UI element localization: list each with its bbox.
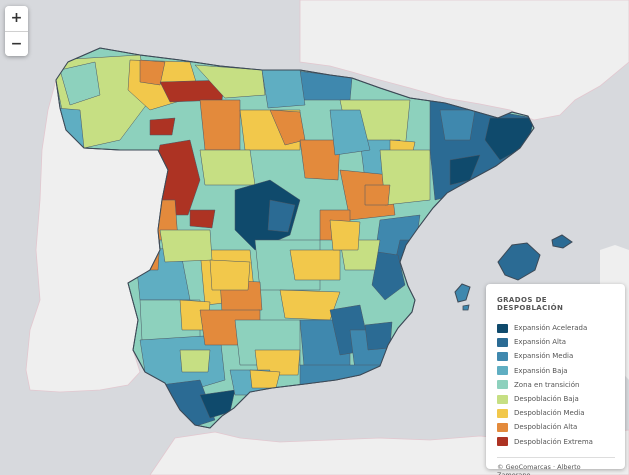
legend-item: Expansión Acelerada [497, 321, 615, 335]
legend-label: Zona en transición [514, 380, 580, 389]
zoom-out-button[interactable]: − [5, 31, 28, 56]
legend-swatch [497, 408, 508, 418]
legend-panel: GRADOS DE DESPOBLACIÓN Expansión Acelera… [486, 284, 625, 475]
mallorca-island [497, 242, 541, 281]
legend-item: Despoblación Baja [497, 392, 615, 406]
menorca-island [551, 234, 573, 249]
ibiza-island [454, 283, 471, 303]
region-fills [56, 54, 534, 428]
legend-label: Expansión Acelerada [514, 324, 588, 333]
legend-swatch [497, 422, 508, 432]
legend-label: Expansión Alta [514, 338, 567, 347]
legend-label: Expansión Media [514, 352, 574, 361]
legend-item: Despoblación Media [497, 406, 615, 420]
legend-title: GRADOS DE DESPOBLACIÓN [497, 296, 564, 312]
legend-item: Expansión Media [497, 349, 615, 363]
zoom-control: + − [5, 6, 28, 56]
zoom-in-button[interactable]: + [5, 6, 28, 31]
legend-swatch [497, 323, 508, 333]
legend-label: Despoblación Baja [514, 395, 579, 404]
formentera-island [462, 304, 470, 311]
legend-swatch [497, 337, 508, 347]
legend-list: Expansión Acelerada Expansión Alta Expan… [497, 321, 615, 449]
legend-item: Despoblación Alta [497, 420, 615, 434]
legend-item: Expansión Alta [497, 335, 615, 349]
attribution-text: © GeoComarcas · Alberto Zamorano [497, 456, 615, 475]
legend-label: Despoblación Alta [514, 423, 578, 432]
legend-label: Despoblación Extrema [514, 437, 593, 446]
legend-item: Expansión Baja [497, 364, 615, 378]
legend-item: Despoblación Extrema [497, 435, 615, 449]
legend-label: Despoblación Media [514, 409, 585, 418]
legend-swatch [497, 366, 508, 376]
legend-label: Expansión Baja [514, 366, 568, 375]
legend-item: Zona en transición [497, 378, 615, 392]
legend-swatch [497, 351, 508, 361]
france-land [299, 0, 629, 121]
legend-swatch [497, 380, 508, 390]
legend-swatch [497, 394, 508, 404]
legend-swatch [497, 437, 508, 447]
